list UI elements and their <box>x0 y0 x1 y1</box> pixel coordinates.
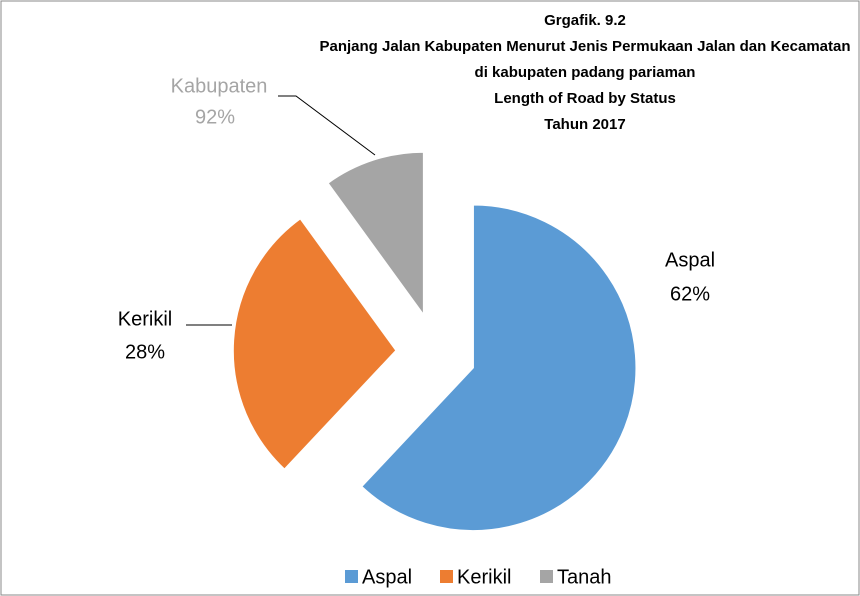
chart-title: di kabupaten padang pariaman <box>475 64 696 81</box>
data-label-name: Kerikil <box>118 308 172 330</box>
legend-swatch <box>440 570 453 583</box>
annotation-text: 92% <box>195 106 235 128</box>
pie-slice <box>326 151 425 318</box>
pie-slice <box>232 217 398 471</box>
data-label-name: Aspal <box>665 249 715 271</box>
leader-line <box>278 95 376 156</box>
data-label: 62% <box>670 283 710 305</box>
chart-title: Length of Road by Status <box>494 90 676 107</box>
legend-label: Tanah <box>557 566 612 588</box>
pie-slice <box>360 203 637 532</box>
legend-label: Kerikil <box>457 566 511 588</box>
annotation-title: Kabupaten <box>171 75 268 97</box>
legend-swatch <box>345 570 358 583</box>
legend-swatch <box>540 570 553 583</box>
legend-label: Aspal <box>362 566 412 588</box>
data-label: 28% <box>125 341 165 363</box>
chart-title: Grgafik. 9.2 <box>544 12 626 29</box>
chart-title: Tahun 2017 <box>544 116 625 133</box>
chart-title: Panjang Jalan Kabupaten Menurut Jenis Pe… <box>320 38 851 55</box>
